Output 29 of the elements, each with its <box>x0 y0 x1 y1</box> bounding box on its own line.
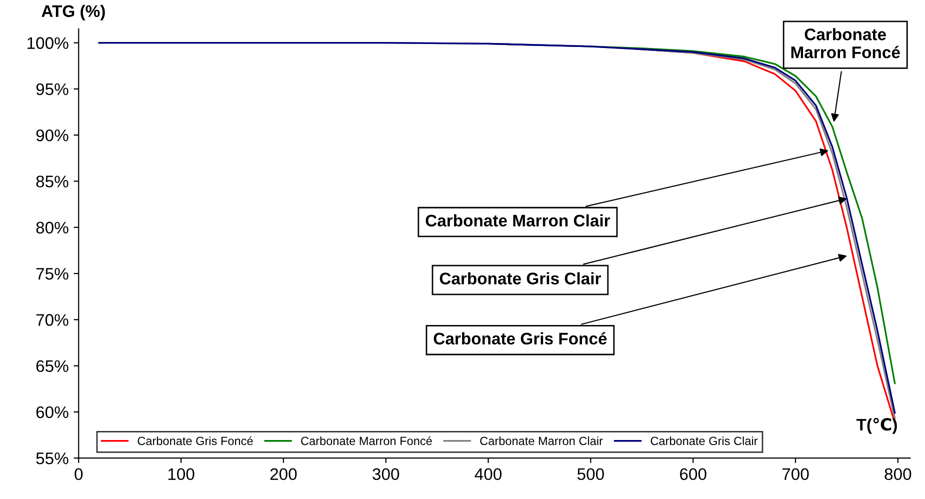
y-tick-label: 95% <box>36 83 68 96</box>
y-tick-label: 70% <box>36 314 68 326</box>
legend-label: Carbonate Gris Foncé <box>138 436 253 446</box>
y-tick-label: 80% <box>36 222 68 234</box>
x-tick-label: 400 <box>474 468 502 480</box>
x-tick-label: 0 <box>74 468 83 480</box>
y-tick-label: 100% <box>28 37 68 49</box>
y-tick-label: 60% <box>36 406 68 418</box>
legend-label: Carbonate Gris Clair <box>650 436 758 446</box>
y-tick-label: 75% <box>36 268 68 280</box>
y-tick-label: 55% <box>36 452 68 464</box>
x-tick-label: 100 <box>168 468 194 480</box>
y-tick-label: 85% <box>36 176 68 188</box>
x-tick-label: 700 <box>782 468 809 480</box>
x-tick-label: 600 <box>680 468 706 480</box>
x-tick-label: 300 <box>372 468 400 480</box>
y-axis-title: ATG (%) <box>42 4 105 20</box>
x-tick-label: 200 <box>270 468 297 480</box>
annotation: Carbonate Marron Foncé <box>791 28 900 58</box>
x-tick-label: 500 <box>577 468 604 480</box>
y-tick-label: 90% <box>36 129 68 142</box>
annotation: Carbonate Gris Clair <box>440 272 601 284</box>
annotation: Carbonate Marron Clair <box>426 214 610 227</box>
annotation: Carbonate Gris Foncé <box>434 332 607 345</box>
legend-label: Carbonate Marron Clair <box>480 436 603 446</box>
legend-label: Carbonate Marron Foncé <box>301 436 432 446</box>
x-axis-title: T(℃) <box>856 418 897 434</box>
x-tick-label: 800 <box>884 468 912 480</box>
y-tick-label: 65% <box>36 360 68 372</box>
